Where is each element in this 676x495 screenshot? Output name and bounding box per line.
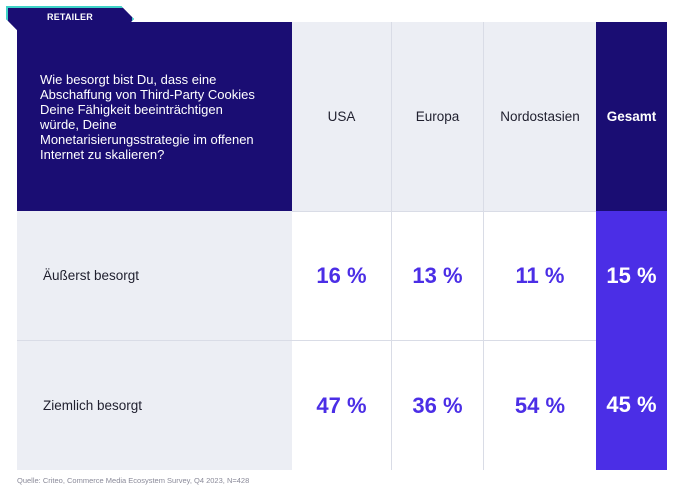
column-header-europa: Europa [391, 22, 483, 211]
value-aeusserst-europa: 13 % [391, 211, 483, 340]
column-header-nordostasien: Nordostasien [483, 22, 596, 211]
value-aeusserst-usa: 16 % [292, 211, 391, 340]
value-ziemlich-gesamt: 45 % [596, 340, 667, 470]
source-note: Quelle: Criteo, Commerce Media Ecosystem… [17, 476, 250, 485]
value-ziemlich-usa: 47 % [292, 340, 391, 470]
value-aeusserst-gesamt: 15 % [596, 211, 667, 340]
column-header-gesamt: Gesamt [596, 22, 667, 211]
column-header-usa: USA [292, 22, 391, 211]
survey-table: Wie besorgt bist Du, dass eine Abschaffu… [17, 22, 667, 470]
question-cell: Wie besorgt bist Du, dass eine Abschaffu… [17, 22, 292, 211]
retailer-tag-label: RETAILER [47, 12, 93, 22]
row-label-ziemlich-besorgt: Ziemlich besorgt [17, 340, 292, 470]
value-aeusserst-nordostasien: 11 % [483, 211, 596, 340]
row-label-aeusserst-besorgt: Äußerst besorgt [17, 211, 292, 340]
value-ziemlich-nordostasien: 54 % [483, 340, 596, 470]
value-ziemlich-europa: 36 % [391, 340, 483, 470]
